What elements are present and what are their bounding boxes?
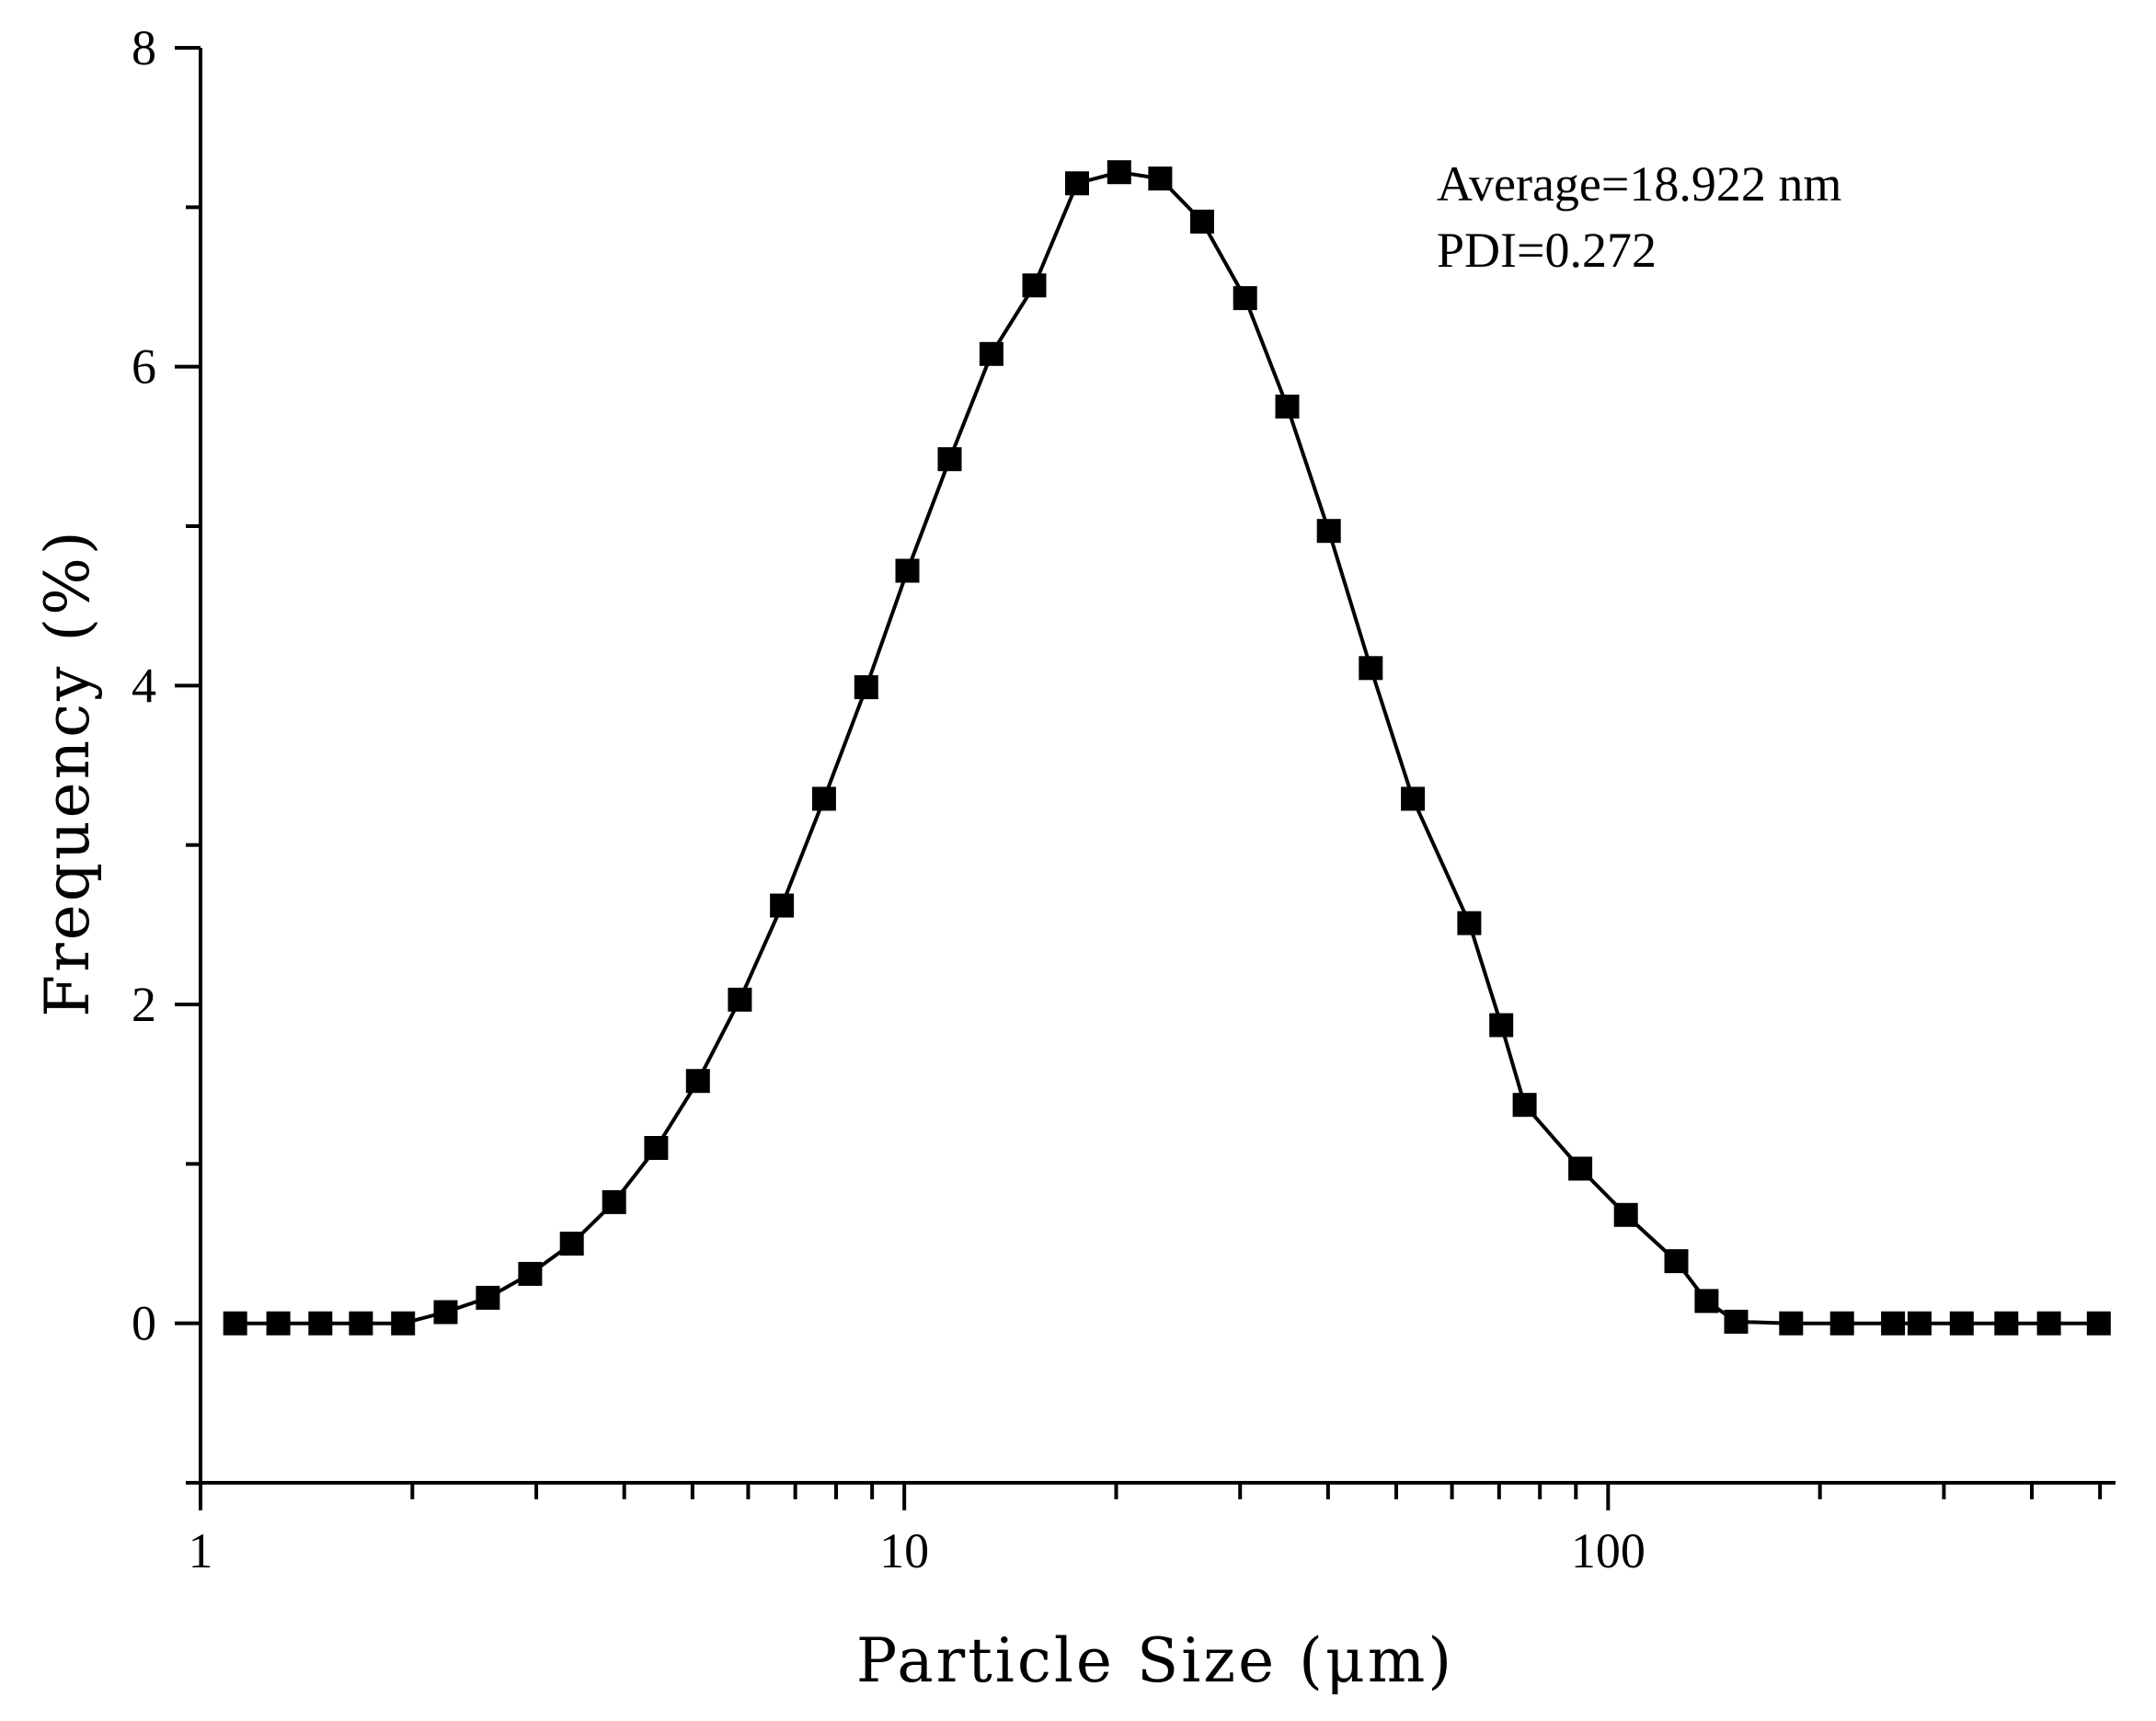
data-point bbox=[1829, 1311, 1854, 1336]
data-point bbox=[1107, 160, 1131, 185]
data-point bbox=[1489, 1013, 1514, 1038]
data-series bbox=[235, 170, 2099, 1325]
x-tick-label: 10 bbox=[879, 1523, 929, 1578]
data-point bbox=[1457, 911, 1482, 935]
tick-labels: 0 2 4 6 8 1 10 100 bbox=[132, 20, 1646, 1578]
axes bbox=[199, 48, 2116, 1485]
data-point bbox=[1512, 1093, 1537, 1118]
series-line bbox=[235, 170, 2099, 1325]
data-point bbox=[895, 558, 920, 583]
data-point bbox=[1994, 1311, 2019, 1336]
annotation-pdi: PDI=0.272 bbox=[1437, 223, 1657, 278]
y-tick-label: 4 bbox=[132, 658, 156, 713]
data-point bbox=[1190, 209, 1214, 234]
data-point bbox=[770, 893, 795, 918]
data-point bbox=[1694, 1289, 1719, 1314]
data-point bbox=[685, 1069, 710, 1094]
data-point bbox=[308, 1311, 333, 1336]
data-point bbox=[476, 1285, 500, 1310]
data-point bbox=[1568, 1156, 1593, 1181]
data-point bbox=[391, 1311, 416, 1336]
data-point bbox=[1779, 1311, 1804, 1336]
data-point bbox=[1316, 519, 1341, 544]
data-point bbox=[1275, 395, 1300, 419]
data-point bbox=[349, 1311, 373, 1336]
data-point bbox=[2086, 1311, 2111, 1336]
data-point bbox=[728, 987, 752, 1012]
data-point bbox=[1907, 1311, 1932, 1336]
data-point bbox=[1613, 1202, 1638, 1227]
x-tick-label: 100 bbox=[1571, 1523, 1646, 1578]
data-point bbox=[811, 786, 836, 811]
data-point bbox=[1881, 1311, 1906, 1336]
data-point bbox=[1664, 1249, 1689, 1274]
x-tick-label: 1 bbox=[189, 1523, 213, 1578]
annotation-average: Average=18.922 nm bbox=[1437, 156, 1841, 212]
data-markers bbox=[223, 160, 2111, 1336]
data-point bbox=[1065, 171, 1089, 196]
data-point bbox=[854, 675, 878, 700]
data-point bbox=[979, 341, 1003, 366]
data-point bbox=[1022, 273, 1047, 298]
data-point bbox=[1148, 166, 1173, 191]
data-point bbox=[1949, 1311, 1974, 1336]
x-axis-title: Particle Size (μm) bbox=[856, 1625, 1454, 1696]
tick-marks bbox=[175, 46, 2103, 1510]
y-tick-label: 8 bbox=[132, 20, 156, 75]
data-point bbox=[1401, 786, 1426, 811]
data-point bbox=[1724, 1309, 1749, 1334]
data-point bbox=[1233, 286, 1257, 311]
data-point bbox=[1359, 656, 1383, 681]
y-tick-label: 2 bbox=[132, 977, 156, 1032]
data-point bbox=[937, 447, 962, 472]
y-axis-title: Frequency (%) bbox=[32, 528, 103, 1016]
data-point bbox=[2036, 1311, 2061, 1336]
data-point bbox=[223, 1311, 247, 1336]
data-point bbox=[266, 1311, 291, 1336]
data-point bbox=[433, 1300, 458, 1325]
data-point bbox=[602, 1189, 626, 1214]
y-tick-label: 0 bbox=[132, 1296, 156, 1351]
y-tick-label: 6 bbox=[132, 339, 156, 395]
data-point bbox=[644, 1136, 669, 1160]
data-point bbox=[518, 1261, 543, 1286]
data-point bbox=[559, 1232, 584, 1256]
